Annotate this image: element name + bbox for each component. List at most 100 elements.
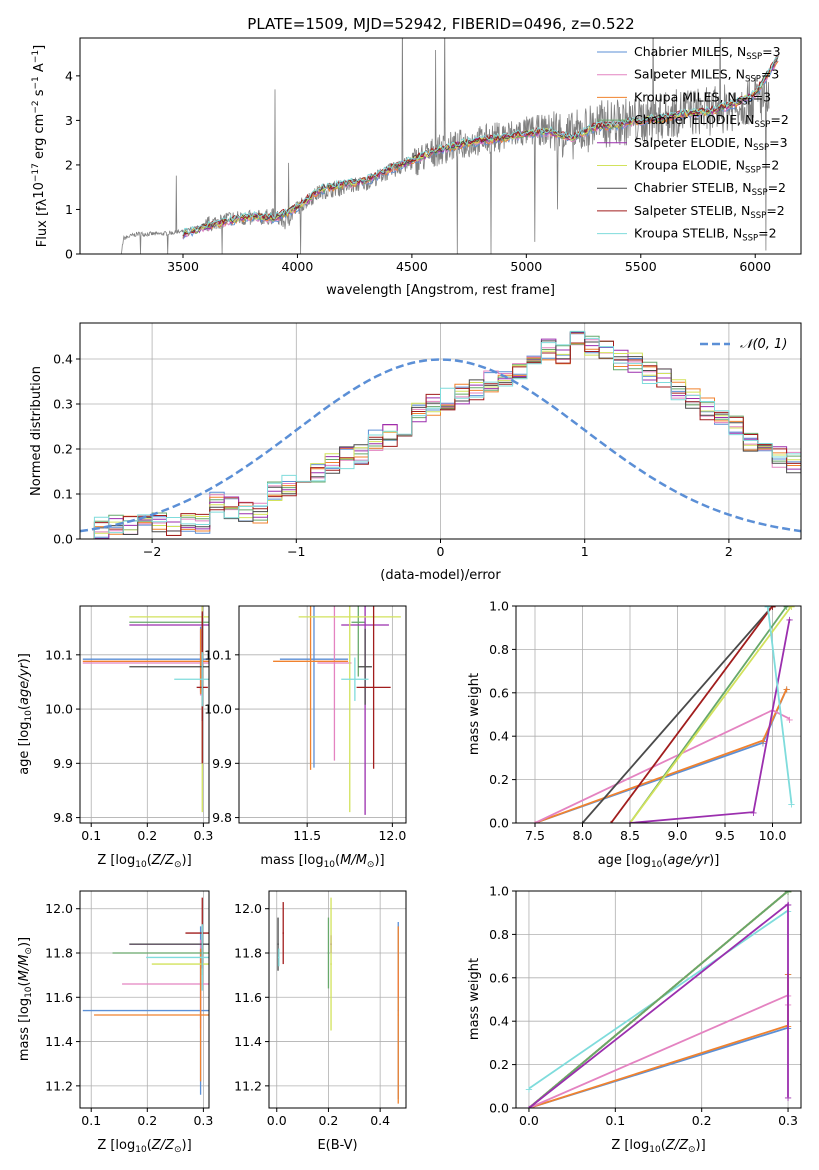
y-tick-label: 9.8 (53, 810, 73, 825)
x-tick-label: 4000 (282, 259, 314, 274)
weight-line-kroupa-stelib (766, 606, 793, 804)
y-tick-label: 9.8 (212, 810, 232, 825)
legend-label: Salpeter STELIB, NSSP=2 (634, 203, 785, 221)
y-tick-label: 0.0 (489, 816, 509, 831)
x-tick-label: 5500 (625, 259, 657, 274)
weight-marker: + (759, 739, 767, 750)
y-tick-label: 11.8 (45, 946, 73, 961)
weight-marker: + (787, 799, 795, 810)
panel-massweight-vs-Z: +++++++++++++++++++++++0.0 0.1 0.2 0.30.00.… (467, 884, 802, 1155)
histogram-kroupa-stelib (80, 330, 801, 539)
weight-marker: + (626, 819, 634, 830)
weight-marker: + (784, 1093, 792, 1104)
weight-marker: + (749, 808, 757, 819)
x-tick-label: 0.4 (370, 1113, 390, 1128)
y-tick-label: 12.0 (45, 901, 73, 916)
legend-label: Kroupa STELIB, NSSP=2 (634, 226, 777, 244)
y-axis-label: Flux [fλ10−17 erg cm−2 s−1 A−1] (31, 45, 50, 247)
plot-area-spectrum (114, 38, 779, 254)
y-tick-label: 0 (65, 247, 73, 262)
x-tick-label: 9.5 (715, 828, 735, 843)
x-tick-label: 0.2 (319, 1113, 339, 1128)
x-tick-label: 0.1 (81, 1113, 101, 1128)
y-tick-label: 0.2 (489, 1057, 509, 1072)
x-axis-label: Z [log10(Z/Z⊙)] (97, 1138, 191, 1155)
y-tick-label: 0.4 (489, 729, 509, 744)
y-tick-label: 10.0 (204, 702, 232, 717)
y-tick-label: 11.2 (45, 1078, 73, 1093)
weight-marker: + (768, 602, 776, 613)
panel-massweight-vs-age: ++++++++++++++++++++++7.5 8.0 8.5 9.0 9.5 10.… (467, 599, 802, 870)
x-tick-label: 0.3 (778, 1113, 798, 1128)
y-tick-label: 12.0 (234, 901, 262, 916)
plot-area-age-vs-mass (273, 606, 401, 815)
x-axis-label: age [log10(age/yr)] (598, 853, 720, 870)
weight-marker: + (525, 1104, 533, 1115)
x-tick-label: 0.2 (137, 828, 157, 843)
weight-marker: + (764, 602, 772, 613)
y-tick-label: 1 (65, 202, 73, 217)
axes-frame (79, 890, 210, 1109)
x-tick-label: 8.5 (620, 828, 640, 843)
weight-marker: + (784, 887, 792, 898)
x-axis-label: Z [log10(Z/Z⊙)] (611, 1138, 705, 1155)
y-tick-label: 0.6 (489, 685, 509, 700)
y-tick-label: 9.9 (212, 756, 232, 771)
y-tick-label: 11.4 (234, 1034, 262, 1049)
y-axis-label: mass weight (467, 958, 482, 1040)
x-tick-label: 0.0 (519, 1113, 539, 1128)
weight-marker: + (525, 1104, 533, 1115)
plot-area-mass-vs-ebv (277, 897, 400, 1104)
weight-marker: + (525, 1104, 533, 1115)
y-tick-label: 11.2 (234, 1078, 262, 1093)
y-tick-label: 0.0 (489, 1101, 509, 1116)
weight-marker: + (525, 1104, 533, 1115)
y-tick-label: 0.0 (53, 532, 73, 547)
x-tick-label: 0.2 (137, 1113, 157, 1128)
x-tick-label: 8.0 (573, 828, 593, 843)
x-tick-label: 0.1 (81, 828, 101, 843)
axes-frame (79, 37, 802, 255)
y-tick-label: 0.2 (489, 772, 509, 787)
weight-marker: + (626, 819, 634, 830)
x-tick-label: 0.3 (193, 1113, 213, 1128)
x-tick-label: 4500 (396, 259, 428, 274)
x-tick-label: 9.0 (668, 828, 688, 843)
legend-label: Salpeter MILES, NSSP=3 (634, 67, 779, 85)
axes-frame (515, 890, 802, 1109)
panel-age-vs-mass: 11.5 12.0 9.8 9.9 10.0 10.1 mass [log10(M/M⊙)] (204, 605, 407, 870)
y-tick-label: 11.8 (234, 946, 262, 961)
legend-label: 𝒩(0, 1) (740, 337, 787, 352)
weight-line-kroupa-elodie (629, 606, 793, 823)
legend-label: Chabrier ELODIE, NSSP=2 (634, 112, 789, 130)
axes-frame (238, 605, 407, 824)
x-axis-label: Z [log10(Z/Z⊙)] (97, 853, 191, 870)
x-tick-label: 0.0 (267, 1113, 287, 1128)
weight-marker: + (784, 887, 792, 898)
y-tick-label: 10.1 (204, 647, 232, 662)
y-tick-label: 0.8 (489, 642, 509, 657)
y-tick-label: 0.2 (53, 442, 73, 457)
panel-spectrum: 3500 4000 4500 5000 5500 6000 0 1 2 3 4 wavelength … (31, 37, 802, 298)
x-tick-label: 0.1 (605, 1113, 625, 1128)
weight-marker: + (768, 602, 776, 613)
y-tick-label: 1.0 (489, 599, 509, 614)
x-tick-label: 7.5 (525, 828, 545, 843)
plot-area-age-vs-Z (82, 606, 209, 813)
y-tick-label: 4 (65, 68, 73, 83)
plot-area-massweight-vs-age: ++++++++++++++++++++++ (531, 602, 796, 830)
x-tick-label: 0.3 (193, 828, 213, 843)
x-tick-label: 11.5 (293, 828, 321, 843)
y-tick-label: 11.6 (45, 990, 73, 1005)
plot-area-residuals (80, 330, 801, 539)
normal-curve (80, 358, 801, 533)
weight-line-salpeter-stelib (610, 606, 774, 823)
weight-marker: + (626, 819, 634, 830)
x-tick-label: 12.0 (378, 828, 406, 843)
weight-marker: + (785, 615, 793, 626)
panel-mass-vs-Z: 0.1 0.2 0.3 11.2 11.4 11.6 11.8 12.0 Z [log10(Z/… (17, 890, 213, 1155)
y-tick-label: 0.1 (53, 487, 73, 502)
x-axis-label: E(B-V) (317, 1138, 357, 1153)
weight-marker: + (783, 684, 791, 695)
